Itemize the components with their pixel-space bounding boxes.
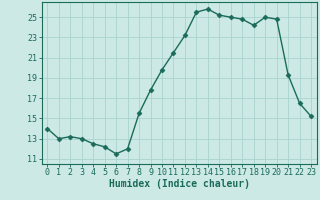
X-axis label: Humidex (Indice chaleur): Humidex (Indice chaleur) [109, 179, 250, 189]
